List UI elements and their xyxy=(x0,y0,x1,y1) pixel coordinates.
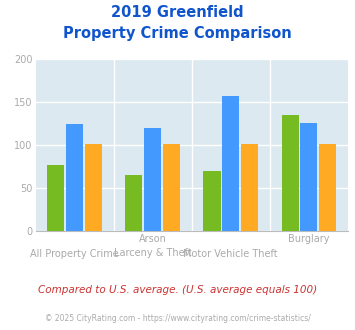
Bar xyxy=(319,144,336,231)
Bar xyxy=(241,144,258,231)
Text: Property Crime Comparison: Property Crime Comparison xyxy=(63,26,292,41)
Legend: Greenfield, Missouri, National: Greenfield, Missouri, National xyxy=(50,326,333,330)
Bar xyxy=(282,115,299,231)
Bar xyxy=(222,96,239,231)
Text: Burglary: Burglary xyxy=(288,234,329,244)
Text: Arson: Arson xyxy=(139,234,166,244)
Bar xyxy=(300,123,317,231)
Bar xyxy=(47,165,64,231)
Text: Larceny & Theft: Larceny & Theft xyxy=(114,248,192,257)
Bar xyxy=(66,124,83,231)
Text: Motor Vehicle Theft: Motor Vehicle Theft xyxy=(184,249,278,259)
Text: All Property Crime: All Property Crime xyxy=(30,249,119,259)
Text: © 2025 CityRating.com - https://www.cityrating.com/crime-statistics/: © 2025 CityRating.com - https://www.city… xyxy=(45,314,310,323)
Bar xyxy=(85,144,102,231)
Bar xyxy=(144,128,161,231)
Text: 2019 Greenfield: 2019 Greenfield xyxy=(111,5,244,20)
Text: Compared to U.S. average. (U.S. average equals 100): Compared to U.S. average. (U.S. average … xyxy=(38,285,317,295)
Bar xyxy=(125,175,142,231)
Bar xyxy=(203,171,220,231)
Bar xyxy=(163,144,180,231)
